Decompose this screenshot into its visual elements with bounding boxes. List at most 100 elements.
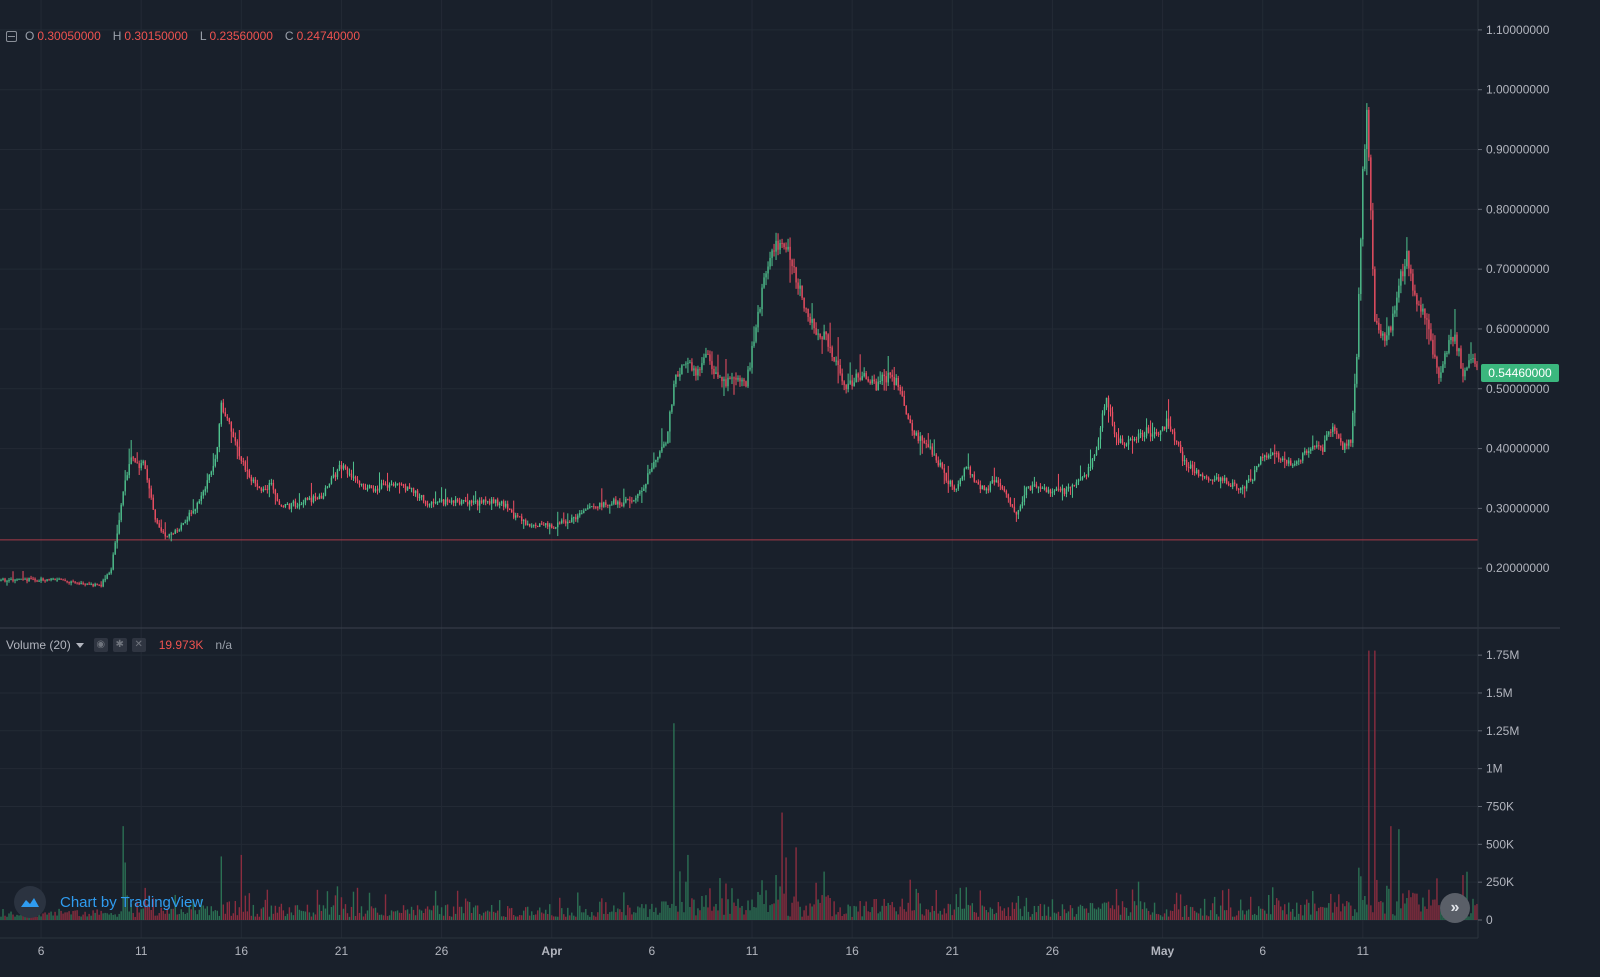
tradingview-brand[interactable]: Chart by TradingView <box>14 886 203 918</box>
candle-body <box>212 465 214 472</box>
volume-bar <box>547 913 549 920</box>
candle-body <box>1019 506 1022 511</box>
volume-bar <box>86 916 88 920</box>
candle-body <box>923 440 925 444</box>
volume-bar <box>330 907 333 920</box>
volume-bar <box>1316 911 1318 920</box>
candle-body <box>1368 109 1370 158</box>
volume-bar <box>843 914 845 920</box>
chevron-down-icon[interactable] <box>75 642 84 648</box>
candle-body <box>420 495 423 498</box>
candle-body <box>777 240 779 250</box>
candle-body <box>156 519 158 524</box>
collapse-icon[interactable] <box>6 30 17 42</box>
volume-bar <box>985 910 988 920</box>
candle-body <box>915 432 917 436</box>
candle-body <box>214 458 216 466</box>
volume-bar <box>232 913 235 920</box>
volume-bar <box>462 913 465 920</box>
volume-bar <box>971 903 974 920</box>
volume-bar <box>665 901 667 920</box>
candle-body <box>286 503 289 505</box>
volume-bar <box>346 913 349 920</box>
candle-body <box>1201 474 1204 477</box>
volume-bar <box>226 902 229 920</box>
candle-body <box>563 520 565 522</box>
high-label: H <box>112 29 122 43</box>
gear-icon[interactable]: ✱ <box>112 638 127 652</box>
volume-bar <box>4 915 6 920</box>
volume-bar <box>803 910 805 920</box>
volume-bar <box>651 903 653 920</box>
candle-body <box>270 482 273 484</box>
volume-bar <box>1197 913 1200 920</box>
price-axis[interactable]: 1.100000001.000000000.900000000.80000000… <box>1478 23 1550 575</box>
volume-bar <box>825 896 827 920</box>
candle-body <box>1328 431 1330 435</box>
volume-bar <box>701 896 703 920</box>
candle-body <box>186 519 188 522</box>
candle-body <box>1418 304 1420 306</box>
volume-bar <box>354 915 357 920</box>
volume-bar <box>757 891 759 920</box>
volume-bar <box>653 911 655 920</box>
candle-body <box>1213 479 1216 481</box>
volume-bar <box>587 915 589 920</box>
candle-body <box>661 446 663 452</box>
candle-body <box>993 480 996 483</box>
candle-body <box>1209 479 1212 481</box>
candle-body <box>1239 487 1242 491</box>
volume-bar <box>420 910 423 920</box>
volume-indicator-name[interactable]: Volume (20) <box>6 638 71 652</box>
candle-body <box>655 459 657 462</box>
candle-body <box>1268 455 1270 458</box>
candle-body <box>1380 330 1382 336</box>
volume-bar <box>539 907 541 920</box>
volume-bar <box>442 915 445 920</box>
candle-body <box>1460 348 1462 369</box>
volume-bar <box>917 892 919 920</box>
volume-bar <box>1390 826 1392 920</box>
volume-bar <box>711 910 713 920</box>
candle-body <box>865 373 867 379</box>
candle-body <box>953 486 955 490</box>
candle-body <box>1215 477 1218 480</box>
candle-body <box>1414 290 1416 295</box>
candle-body <box>645 483 647 489</box>
volume-bar <box>1159 915 1162 920</box>
volume-bar <box>849 906 851 920</box>
candle-body <box>1097 439 1100 450</box>
brand-text[interactable]: Chart by TradingView <box>60 893 204 911</box>
candle-body <box>1137 433 1140 440</box>
volume-bar <box>432 905 435 920</box>
candle-body <box>340 464 343 469</box>
close-icon[interactable]: ✕ <box>131 638 146 652</box>
volume-bar <box>486 910 489 920</box>
volume-bar <box>601 898 603 920</box>
volume-bar <box>593 915 595 920</box>
volume-bar <box>1338 894 1340 920</box>
scroll-to-realtime-button[interactable]: » <box>1440 893 1470 923</box>
volume-bar <box>370 906 373 920</box>
eye-icon[interactable]: ◉ <box>93 638 108 652</box>
candle-body <box>424 501 427 505</box>
candle-body <box>1071 484 1074 487</box>
volume-bar <box>1209 910 1212 920</box>
volume-bar <box>1051 899 1054 920</box>
volume-bar <box>250 915 253 920</box>
candle-body <box>110 569 112 574</box>
candle-body <box>897 377 899 387</box>
candle-body <box>82 582 84 584</box>
volume-bar <box>675 905 677 920</box>
volume-tick-label: 1.75M <box>1486 648 1519 662</box>
time-axis[interactable]: 6 11 16 21 26 Apr 6 11 16 21 26 May 6 11 <box>38 944 1370 958</box>
volume-bar <box>529 915 531 920</box>
candle-body <box>705 353 707 358</box>
volume-bar <box>266 889 269 920</box>
candle-body <box>1203 476 1206 478</box>
volume-bar <box>903 909 905 920</box>
candle-body <box>190 512 192 514</box>
time-tick-label: 16 <box>845 944 859 958</box>
volume-tick-label: 0 <box>1486 913 1493 927</box>
